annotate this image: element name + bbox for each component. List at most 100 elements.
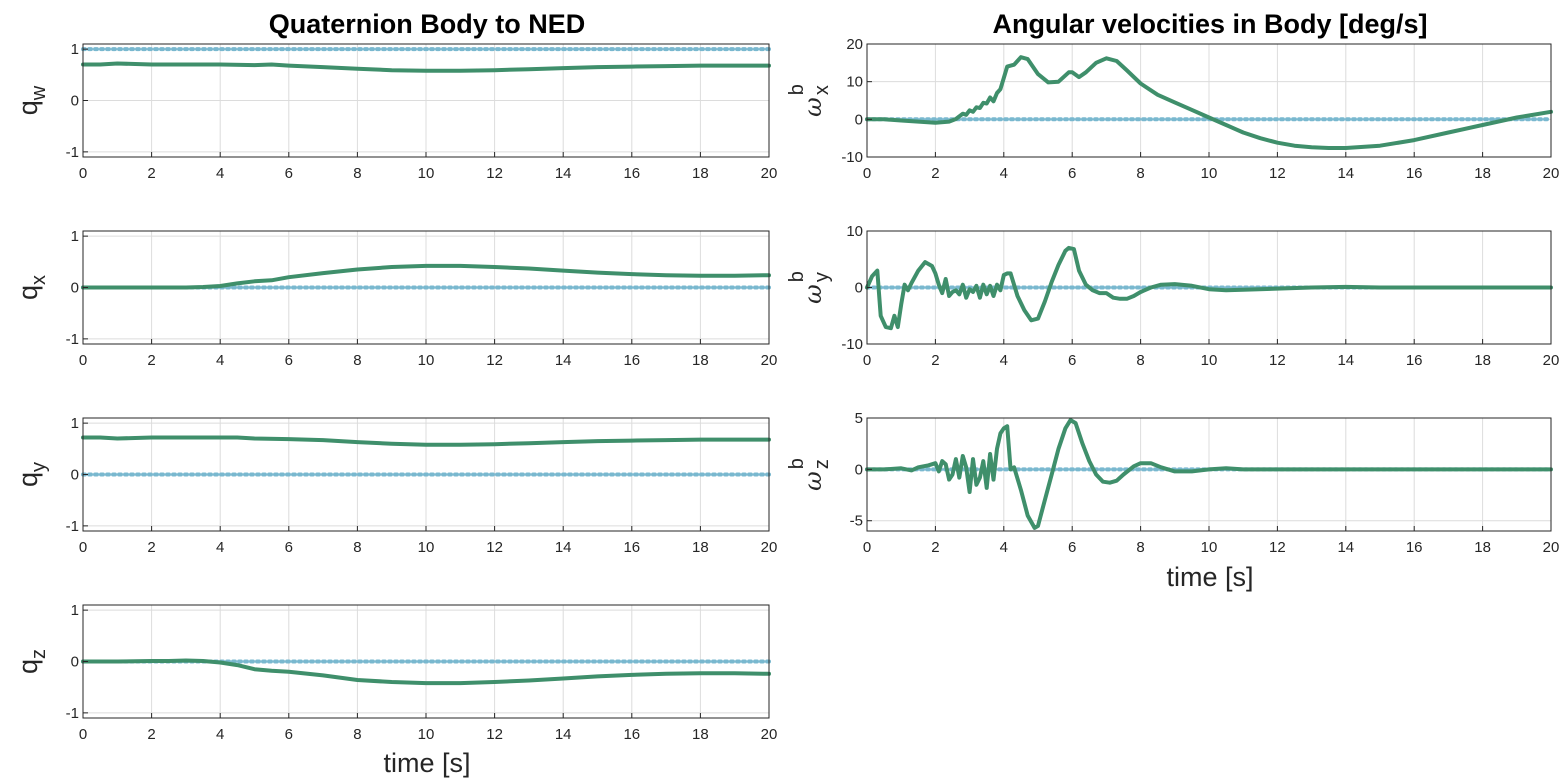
actual-line-qy	[81, 435, 771, 447]
x-tick-label-wx-3: 6	[1068, 165, 1076, 182]
y-axis-label-sup-wz: b	[786, 458, 808, 469]
left-x-axis-label: time [s]	[383, 748, 470, 778]
y-axis-label-text-qx: qx	[13, 275, 50, 300]
right-x-axis-label: time [s]	[1166, 562, 1253, 592]
x-tick-label-wz-2: 4	[1000, 539, 1008, 556]
x-tick-label-wx-8: 16	[1406, 165, 1423, 182]
y-axis-label-text-qz: qz	[13, 649, 50, 674]
y-axis-label-main-wy: ω	[799, 284, 827, 304]
x-tick-label-qz-5: 10	[418, 726, 435, 743]
x-tick-label-qz-7: 14	[555, 726, 572, 743]
x-tick-label-qy-1: 2	[147, 539, 155, 556]
x-tick-label-qz-3: 6	[285, 726, 293, 743]
x-tick-label-qw-9: 18	[692, 165, 709, 182]
x-tick-label-qy-6: 12	[486, 539, 503, 556]
x-tick-label-wy-2: 4	[1000, 352, 1008, 369]
x-tick-label-wx-4: 8	[1136, 165, 1144, 182]
x-tick-label-qz-9: 18	[692, 726, 709, 743]
x-tick-label-wy-7: 14	[1337, 352, 1354, 369]
x-tick-label-qx-8: 16	[623, 352, 640, 369]
y-axis-label-sub-wy: y	[811, 272, 833, 282]
y-axis-label-main-qz: q	[13, 659, 43, 674]
x-tick-label-wz-8: 16	[1406, 539, 1423, 556]
y-tick-label-qy-1: 0	[71, 467, 79, 484]
y-axis-label-main-qy: q	[13, 472, 43, 487]
y-axis-label-qx: qx	[13, 275, 50, 300]
actual-line-qz	[81, 658, 771, 686]
x-tick-label-qy-5: 10	[418, 539, 435, 556]
x-tick-label-qz-10: 20	[761, 726, 778, 743]
y-axis-label-text-wz: ωb z	[786, 458, 833, 491]
x-tick-label-qy-7: 14	[555, 539, 572, 556]
x-tick-label-qy-9: 18	[692, 539, 709, 556]
x-tick-label-qw-6: 12	[486, 165, 503, 182]
x-tick-label-wy-8: 16	[1406, 352, 1423, 369]
y-tick-label-qw-1: 0	[71, 93, 79, 110]
y-axis-label-qy: qy	[13, 462, 50, 487]
x-tick-label-wz-5: 10	[1201, 539, 1218, 556]
actual-line-wx	[865, 55, 1553, 150]
y-tick-label-qz-0: -1	[66, 705, 79, 722]
y-axis-label-wz: ωb z	[786, 458, 833, 491]
x-tick-label-wz-3: 6	[1068, 539, 1076, 556]
y-axis-label-sub-qw: w	[28, 85, 50, 101]
x-tick-label-qz-8: 16	[623, 726, 640, 743]
x-tick-label-qw-1: 2	[147, 165, 155, 182]
left-figure-title: Quaternion Body to NED	[269, 9, 586, 39]
y-tick-label-wz-0: -5	[850, 513, 863, 530]
y-tick-label-wy-2: 10	[846, 223, 863, 240]
y-tick-label-wy-1: 0	[855, 280, 863, 297]
x-tick-label-qz-6: 12	[486, 726, 503, 743]
y-axis-label-wy: ωb y	[786, 271, 833, 304]
x-tick-label-wx-1: 2	[931, 165, 939, 182]
y-tick-label-qy-2: 1	[71, 415, 79, 432]
x-tick-label-wz-0: 0	[863, 539, 871, 556]
x-tick-label-wz-1: 2	[931, 539, 939, 556]
x-tick-label-wy-0: 0	[863, 352, 871, 369]
actual-line-wz	[865, 418, 1553, 530]
y-axis-label-text-qy: qy	[13, 462, 50, 487]
y-axis-label-qw: qw	[13, 85, 50, 115]
x-tick-label-qw-3: 6	[285, 165, 293, 182]
x-tick-label-qx-10: 20	[761, 352, 778, 369]
x-tick-label-qx-1: 2	[147, 352, 155, 369]
x-tick-label-wx-0: 0	[863, 165, 871, 182]
y-axis-label-sup-wx: b	[786, 84, 808, 95]
x-tick-label-qw-7: 14	[555, 165, 572, 182]
y-axis-label-sub-wx: x	[811, 85, 833, 95]
x-tick-label-wx-5: 10	[1201, 165, 1218, 182]
x-tick-label-qz-4: 8	[353, 726, 361, 743]
y-tick-label-qx-1: 0	[71, 280, 79, 297]
x-tick-label-qy-10: 20	[761, 539, 778, 556]
y-axis-label-sup-wy: b	[786, 271, 808, 282]
x-tick-label-wx-10: 20	[1543, 165, 1560, 182]
y-axis-label-main-wx: ω	[799, 97, 827, 117]
y-tick-label-wx-1: 0	[855, 111, 863, 128]
y-tick-label-wz-1: 0	[855, 461, 863, 478]
y-axis-label-text-qw: qw	[13, 85, 50, 115]
x-tick-label-wy-9: 18	[1474, 352, 1491, 369]
x-tick-label-wz-6: 12	[1269, 539, 1286, 556]
actual-line-qx	[81, 263, 771, 290]
y-axis-label-wx: ωb x	[786, 84, 833, 117]
y-tick-label-wx-2: 10	[846, 74, 863, 91]
x-tick-label-qx-4: 8	[353, 352, 361, 369]
x-tick-label-qw-10: 20	[761, 165, 778, 182]
y-axis-label-main-qx: q	[13, 285, 43, 300]
x-tick-label-wy-5: 10	[1201, 352, 1218, 369]
x-tick-label-qy-8: 16	[623, 539, 640, 556]
y-tick-label-qx-0: -1	[66, 331, 79, 348]
x-tick-label-qy-0: 0	[79, 539, 87, 556]
x-tick-label-wz-4: 8	[1136, 539, 1144, 556]
x-tick-label-wy-3: 6	[1068, 352, 1076, 369]
x-tick-label-qw-0: 0	[79, 165, 87, 182]
y-axis-label-main-qw: q	[13, 100, 43, 115]
x-tick-label-qw-2: 4	[216, 165, 224, 182]
